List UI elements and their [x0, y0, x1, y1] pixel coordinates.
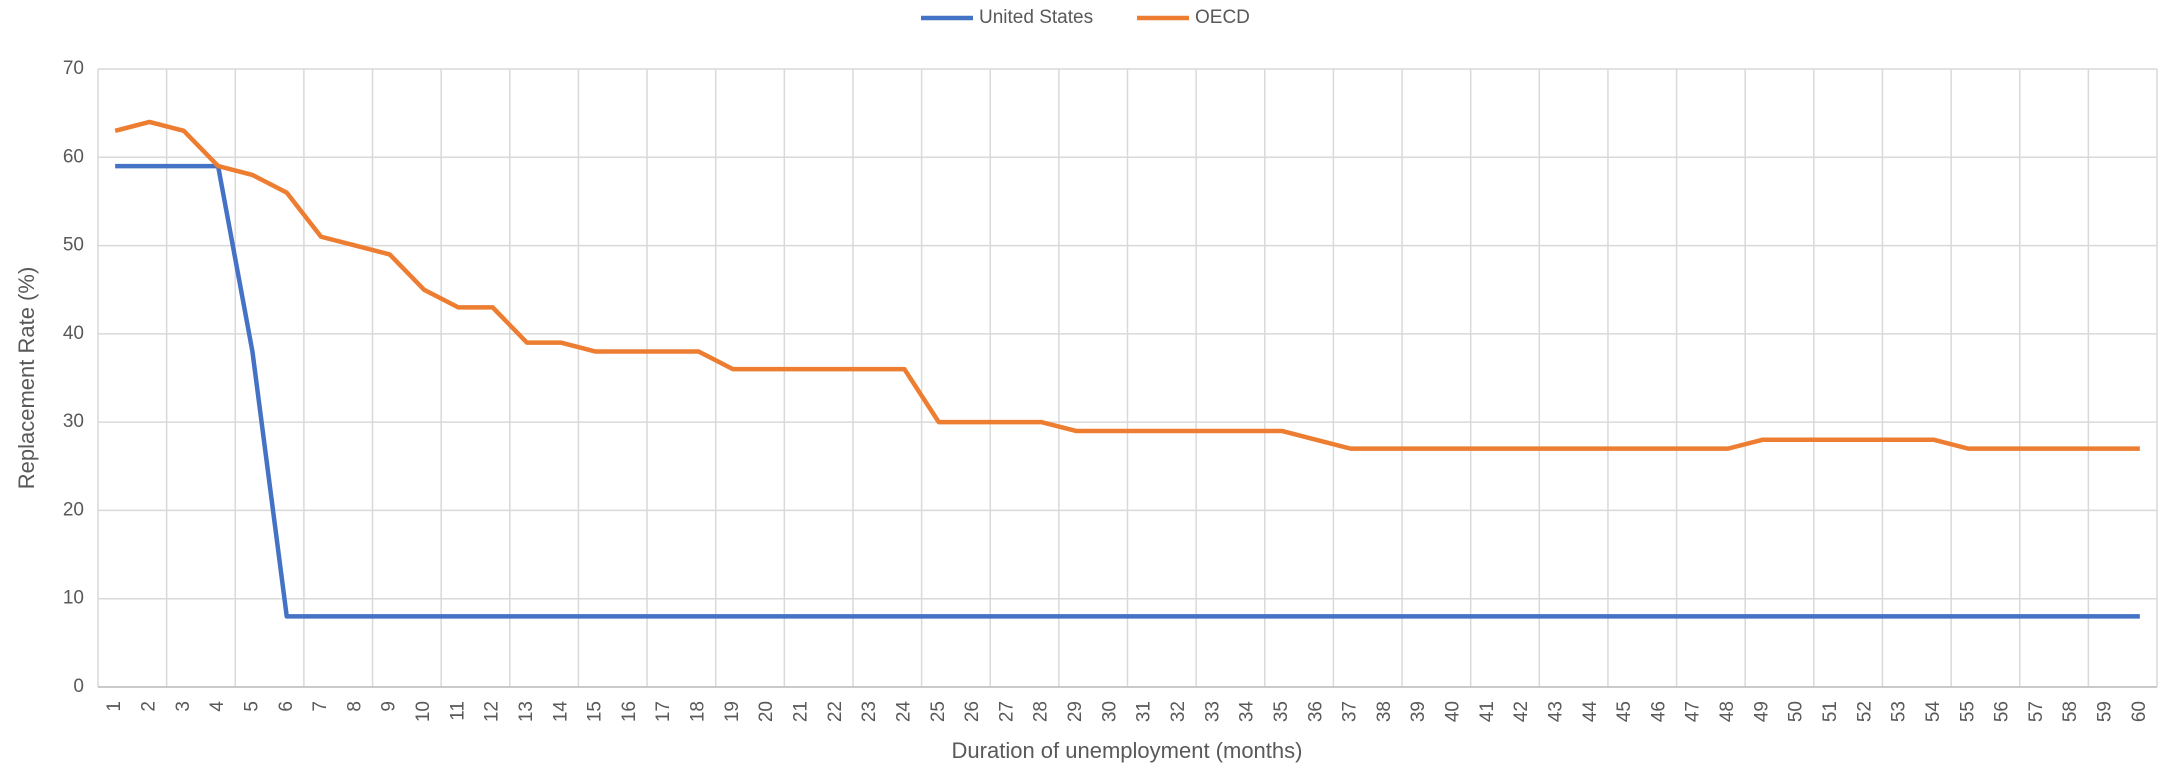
x-tick-label: 14 [550, 701, 571, 723]
x-tick-label: 20 [756, 701, 777, 722]
x-tick-label: 49 [1751, 701, 1772, 722]
y-tick-label: 40 [63, 323, 84, 344]
x-tick-label: 16 [619, 701, 640, 722]
x-tick-label: 45 [1614, 701, 1635, 722]
x-tick-label: 26 [962, 701, 983, 722]
x-tick-label: 31 [1134, 701, 1155, 722]
x-tick-label: 24 [893, 701, 914, 723]
x-tick-label: 12 [482, 701, 503, 722]
x-tick-label: 27 [996, 701, 1017, 722]
x-tick-label: 18 [688, 701, 709, 722]
x-tick-label: 57 [2026, 701, 2047, 722]
x-tick-label: 47 [1683, 701, 1704, 722]
legend-label: OECD [1195, 7, 1250, 28]
x-tick-label: 1 [104, 701, 125, 712]
x-tick-label: 28 [1031, 701, 1052, 722]
x-tick-label: 38 [1374, 701, 1395, 722]
x-tick-label: 35 [1271, 701, 1292, 722]
x-tick-label: 51 [1820, 701, 1841, 722]
x-tick-label: 23 [859, 701, 880, 722]
x-tick-label: 13 [516, 701, 537, 722]
series-line [114, 119, 2140, 451]
x-tick-label: 25 [928, 701, 949, 722]
x-tick-label: 10 [413, 701, 434, 722]
series-line [115, 163, 2140, 619]
x-tick-label: 48 [1717, 701, 1738, 722]
y-tick-label: 30 [63, 411, 84, 432]
x-tick-label: 5 [241, 701, 262, 712]
x-tick-label: 6 [276, 701, 297, 712]
x-tick-label: 54 [1923, 701, 1944, 723]
x-tick-label: 29 [1065, 701, 1086, 722]
x-tick-label: 59 [2095, 701, 2116, 722]
x-tick-label: 56 [1992, 701, 2013, 722]
x-tick-label: 22 [825, 701, 846, 722]
x-tick-label: 2 [138, 701, 159, 712]
x-tick-label: 37 [1340, 701, 1361, 722]
y-tick-label: 10 [63, 588, 84, 609]
legend-label: United States [979, 7, 1093, 28]
x-tick-label: 15 [585, 701, 606, 722]
x-tick-label: 19 [722, 701, 743, 722]
x-tick-label: 36 [1305, 701, 1326, 722]
x-tick-label: 17 [653, 701, 674, 722]
x-tick-label: 53 [1889, 701, 1910, 722]
x-tick-label: 11 [447, 701, 468, 721]
x-tick-label: 8 [344, 701, 365, 712]
x-tick-label: 44 [1580, 701, 1601, 723]
x-tick-label: 52 [1854, 701, 1875, 722]
x-tick-label: 34 [1237, 701, 1258, 723]
x-tick-label: 41 [1477, 701, 1498, 722]
y-tick-label: 60 [63, 146, 84, 167]
x-tick-label: 50 [1786, 701, 1807, 722]
x-tick-label: 60 [2129, 701, 2150, 722]
x-tick-label: 32 [1168, 701, 1189, 722]
y-axis-title: Replacement Rate (%) [14, 267, 39, 490]
x-tick-label: 40 [1443, 701, 1464, 722]
x-tick-label: 4 [207, 701, 228, 712]
x-tick-label: 30 [1099, 701, 1120, 722]
x-tick-label: 58 [2060, 701, 2081, 722]
x-tick-label: 43 [1545, 701, 1566, 722]
y-tick-label: 0 [73, 676, 84, 697]
y-tick-label: 20 [63, 499, 84, 520]
x-tick-label: 3 [173, 701, 194, 712]
x-tick-label: 33 [1202, 701, 1223, 722]
x-tick-label: 39 [1408, 701, 1429, 722]
x-tick-label: 42 [1511, 701, 1532, 722]
x-axis-title: Duration of unemployment (months) [952, 738, 1303, 763]
y-tick-label: 70 [63, 58, 84, 79]
y-tick-label: 50 [63, 235, 84, 256]
x-tick-label: 9 [379, 701, 400, 712]
x-tick-label: 55 [1957, 701, 1978, 722]
x-tick-label: 46 [1648, 701, 1669, 722]
x-tick-label: 7 [310, 701, 331, 712]
x-tick-label: 21 [791, 701, 812, 722]
